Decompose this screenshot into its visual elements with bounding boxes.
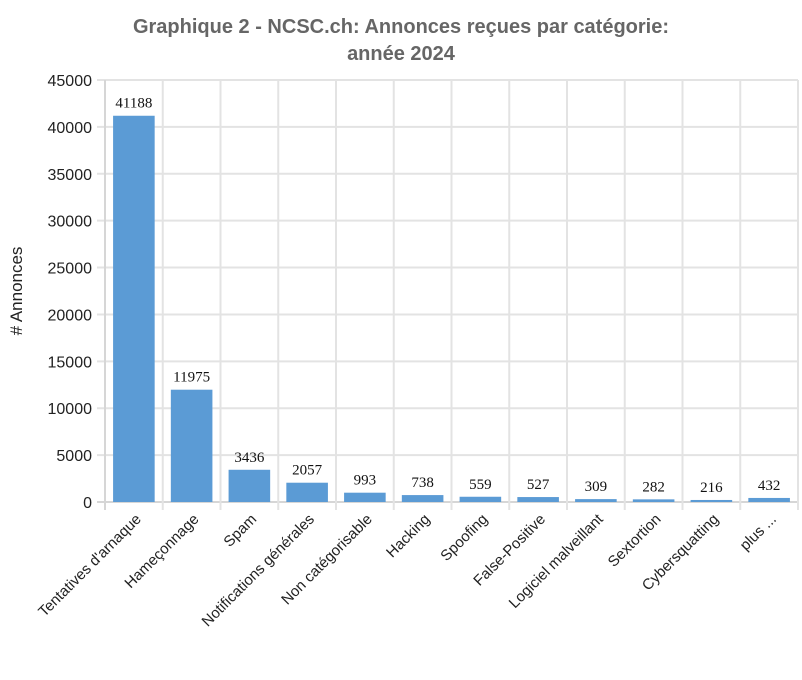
bar <box>517 497 559 502</box>
bars <box>113 115 790 503</box>
chart-title-line-2: année 2024 <box>347 43 456 65</box>
data-label: 2057 <box>292 463 323 479</box>
bar <box>459 496 502 502</box>
data-label: 3436 <box>234 450 265 466</box>
data-label: 559 <box>469 477 492 493</box>
y-tick-label: 5000 <box>56 448 92 465</box>
data-labels: 41188 11975 3436 2057 993 738 559 527 309 282 216 4… <box>115 96 780 496</box>
bar <box>113 115 155 503</box>
grid-lines <box>97 79 799 510</box>
y-axis-label: # Annonces <box>7 247 26 336</box>
bar <box>170 389 213 502</box>
bar <box>690 499 733 502</box>
data-label: 41188 <box>115 96 152 112</box>
bar <box>401 495 444 502</box>
x-tick-label: Tentatives d'arnaque <box>35 511 145 621</box>
x-tick-label: Hacking <box>383 511 433 561</box>
y-tick-label: 0 <box>83 495 92 512</box>
data-label: 993 <box>354 473 377 489</box>
y-tick-label: 30000 <box>48 214 93 231</box>
bar <box>748 497 790 502</box>
y-tick-label: 35000 <box>48 167 93 184</box>
data-label: 309 <box>585 479 608 495</box>
data-label: 216 <box>700 480 723 496</box>
bar <box>286 482 328 502</box>
x-tick-label: Spam <box>220 511 260 551</box>
y-tick-label: 20000 <box>48 307 93 324</box>
y-tick-label: 40000 <box>48 120 93 137</box>
y-tick-label: 10000 <box>48 401 93 418</box>
x-tick-label: plus ... <box>737 511 780 554</box>
data-label: 432 <box>758 478 781 494</box>
y-tick-label: 15000 <box>48 354 93 371</box>
bar <box>344 492 386 502</box>
x-tick-label: Sextortion <box>605 511 665 571</box>
y-axis-ticks: 0 5000 10000 15000 20000 25000 30000 35000 40000… <box>48 73 93 512</box>
data-label: 11975 <box>173 370 210 386</box>
y-tick-label: 25000 <box>48 261 93 278</box>
x-tick-label: Spoofing <box>437 511 491 565</box>
x-tick-label: Notifications générales <box>199 511 318 630</box>
chart-title-line-1: Graphique 2 - NCSC.ch: Annonces reçues p… <box>133 16 669 38</box>
bar <box>632 499 675 502</box>
bar <box>575 499 617 502</box>
data-label: 738 <box>411 475 434 491</box>
data-label: 527 <box>527 477 550 493</box>
bar <box>228 469 271 502</box>
data-label: 282 <box>642 479 665 495</box>
y-tick-label: 45000 <box>48 73 93 90</box>
